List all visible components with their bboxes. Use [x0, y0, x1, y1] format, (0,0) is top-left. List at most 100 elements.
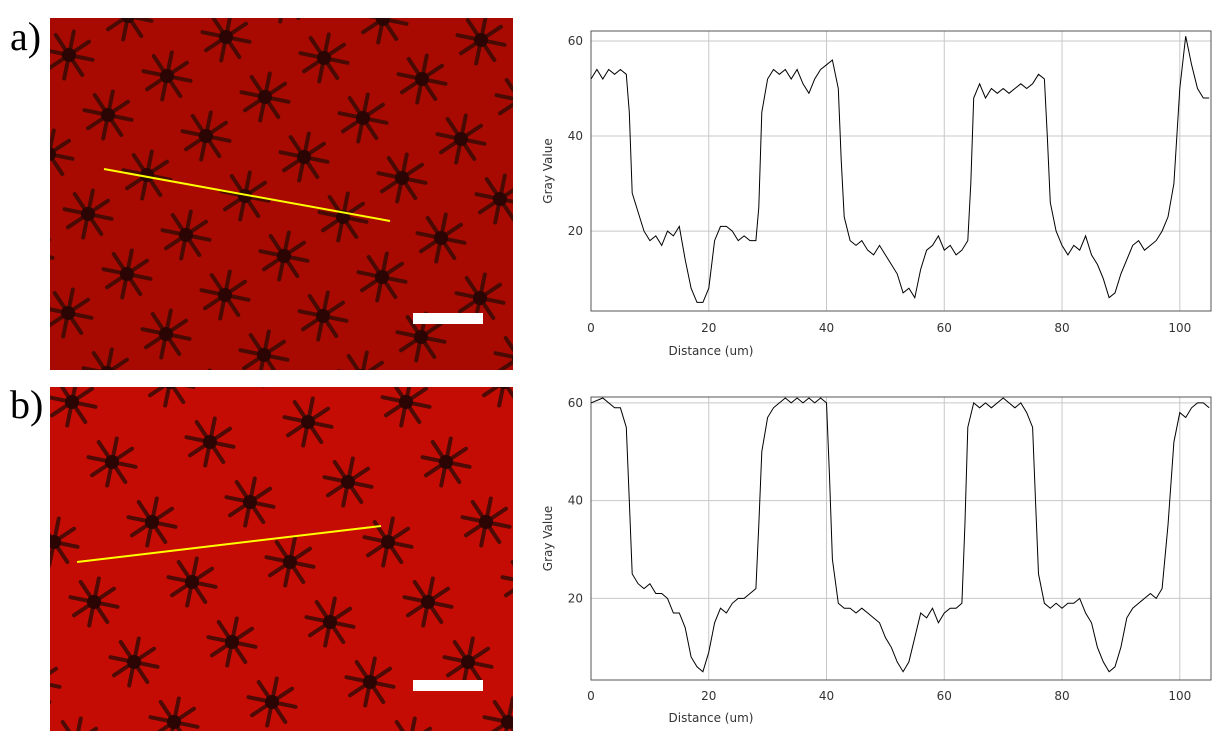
- star-pattern: [23, 0, 564, 370]
- star: [376, 152, 428, 204]
- star-center: [434, 231, 448, 245]
- star-center: [474, 33, 488, 47]
- star: [356, 251, 408, 303]
- star: [62, 188, 114, 240]
- star: [298, 32, 350, 84]
- star-center: [399, 395, 413, 409]
- x-axis-label: Distance (um): [669, 711, 754, 725]
- star: [126, 496, 178, 548]
- star: [415, 212, 467, 264]
- star: [455, 18, 507, 66]
- star-center: [415, 72, 429, 86]
- x-axis-label: Distance (um): [669, 344, 754, 358]
- star-center: [439, 455, 453, 469]
- star: [402, 576, 454, 628]
- star-center: [179, 228, 193, 242]
- star: [106, 18, 154, 42]
- star: [148, 696, 200, 731]
- star: [121, 149, 173, 201]
- plot-area: [591, 397, 1211, 680]
- star: [322, 456, 374, 508]
- star-center: [257, 348, 271, 362]
- star-center: [317, 51, 331, 65]
- star: [380, 387, 432, 428]
- star-center: [243, 495, 257, 509]
- star-center: [160, 69, 174, 83]
- star-center: [533, 0, 547, 8]
- star-center: [23, 0, 37, 2]
- star-center: [238, 189, 252, 203]
- star-center: [473, 291, 487, 305]
- y-tick-label: 60: [568, 396, 583, 410]
- star: [166, 556, 218, 608]
- star-center: [519, 575, 533, 589]
- star-center: [50, 535, 61, 549]
- star: [148, 387, 196, 408]
- star-center: [159, 327, 173, 341]
- y-tick-label: 20: [568, 224, 583, 238]
- star-center: [167, 715, 181, 729]
- plot-frame: [590, 396, 1212, 681]
- star: [86, 436, 138, 488]
- star: [258, 230, 310, 282]
- star-center: [301, 415, 315, 429]
- star: [81, 347, 129, 370]
- star-center: [29, 675, 43, 689]
- star-center: [297, 150, 311, 164]
- star-center: [395, 171, 409, 185]
- star-center: [461, 655, 475, 669]
- star-center: [363, 675, 377, 689]
- star: [50, 237, 55, 260]
- star-center: [121, 18, 135, 23]
- star: [199, 269, 251, 321]
- star-center: [421, 595, 435, 609]
- star-center: [101, 108, 115, 122]
- y-tick-label: 60: [568, 34, 583, 48]
- star: [238, 329, 290, 370]
- star-center: [277, 249, 291, 263]
- star-center: [283, 555, 297, 569]
- star: [141, 50, 193, 102]
- x-tick-label: 40: [819, 321, 834, 335]
- star-center: [218, 288, 232, 302]
- x-tick-label: 0: [587, 689, 595, 703]
- star: [493, 336, 513, 370]
- star-center: [356, 111, 370, 125]
- star: [180, 110, 232, 162]
- profile: [590, 397, 1210, 673]
- star: [50, 387, 98, 428]
- x-tick-label: 0: [587, 321, 595, 335]
- star: [337, 92, 389, 144]
- star-center: [341, 475, 355, 489]
- star: [494, 78, 513, 116]
- star: [361, 18, 409, 45]
- star: [317, 191, 369, 243]
- plot-frame: [590, 30, 1212, 312]
- x-tick-label: 20: [701, 689, 716, 703]
- star-center: [512, 354, 513, 362]
- star: [50, 516, 80, 568]
- star-center: [50, 147, 56, 161]
- star-center: [127, 655, 141, 669]
- star-center: [100, 366, 114, 370]
- star: [101, 248, 153, 300]
- star: [239, 71, 291, 123]
- star-center: [219, 30, 233, 44]
- star: [517, 0, 564, 25]
- star-center: [145, 515, 159, 529]
- scale-bar: [413, 680, 483, 691]
- star-center: [375, 270, 389, 284]
- star-center: [185, 575, 199, 589]
- star-center: [493, 192, 507, 206]
- star: [264, 536, 316, 588]
- profile-line: [103, 168, 391, 222]
- star-center: [323, 615, 337, 629]
- star: [246, 676, 298, 728]
- profile-line: [76, 525, 382, 563]
- star-center: [105, 455, 119, 469]
- scale-bar: [413, 313, 483, 324]
- y-tick-label: 40: [568, 129, 583, 143]
- star: [454, 272, 506, 324]
- plot-area: [591, 31, 1211, 311]
- x-tick-label: 100: [1168, 689, 1191, 703]
